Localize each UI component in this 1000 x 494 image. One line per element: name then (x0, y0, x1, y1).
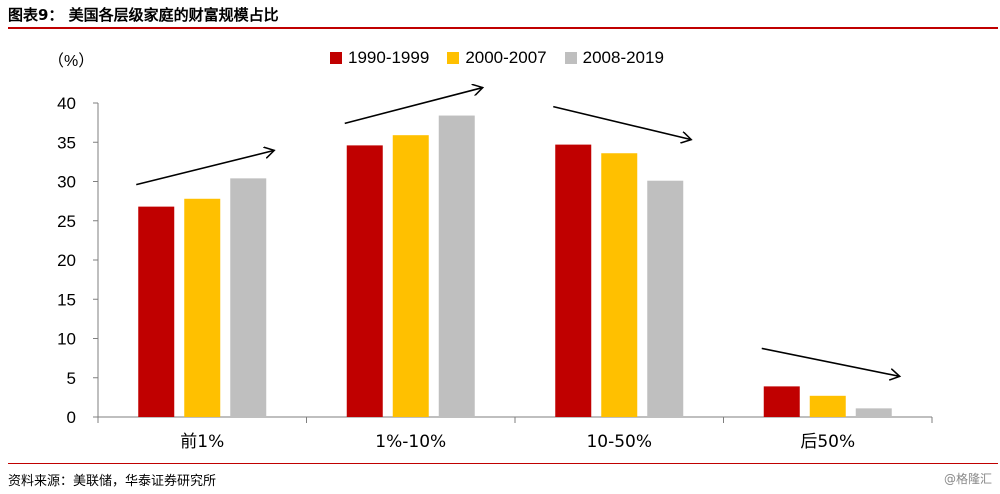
legend-label: 2000-2007 (465, 48, 547, 67)
bar (555, 144, 592, 418)
legend-item-2000-2007: 2000-2007 (447, 48, 547, 68)
legend-label: 2008-2019 (582, 48, 664, 67)
chart-title: 图表9： 美国各层级家庭的财富规模占比 (8, 6, 279, 24)
y-tick-label: 40 (57, 94, 76, 113)
y-axis-unit-label: （%） (48, 53, 95, 70)
bar (184, 198, 221, 417)
y-tick-label: 35 (57, 133, 76, 152)
legend-swatch (447, 52, 460, 64)
y-tick-label: 10 (57, 330, 76, 349)
x-tick-label: 1%-10% (375, 432, 446, 452)
title-divider (8, 27, 998, 29)
bar (855, 408, 892, 417)
bar (438, 115, 475, 417)
y-tick-label: 0 (67, 408, 76, 427)
bar (346, 145, 383, 417)
source-note: 资料来源：美联储，华泰证券研究所 (8, 474, 217, 489)
x-tick-label: 10-50% (586, 432, 652, 452)
legend-swatch (330, 52, 342, 64)
y-tick-label: 15 (57, 290, 76, 309)
bar (763, 386, 800, 417)
bar (809, 395, 846, 417)
trend-arrow (136, 150, 274, 186)
chart-legend: 1990-1999 2000-2007 2008-2019 (330, 48, 664, 68)
footer-divider (8, 463, 998, 464)
bar (647, 180, 684, 417)
watermark: @格隆汇 (943, 472, 992, 486)
legend-item-1990-1999: 1990-1999 (330, 48, 429, 68)
bar (230, 178, 267, 417)
bar (138, 206, 175, 417)
title-bar: 图表9： 美国各层级家庭的财富规模占比 (0, 0, 1000, 30)
y-tick-label: 30 (57, 173, 76, 192)
legend-swatch (564, 52, 577, 64)
x-tick-label: 后50% (800, 432, 855, 452)
y-tick-label: 25 (57, 212, 76, 231)
y-tick-label: 5 (67, 369, 76, 388)
bar (392, 135, 429, 417)
y-tick-label: 20 (57, 251, 76, 270)
bar (601, 153, 638, 418)
legend-item-2008-2019: 2008-2019 (564, 48, 664, 68)
trend-arrow (344, 88, 483, 125)
legend-label: 1990-1999 (348, 48, 430, 67)
x-tick-label: 前1% (180, 432, 224, 452)
trend-arrow (553, 105, 691, 140)
trend-arrow (761, 347, 900, 376)
